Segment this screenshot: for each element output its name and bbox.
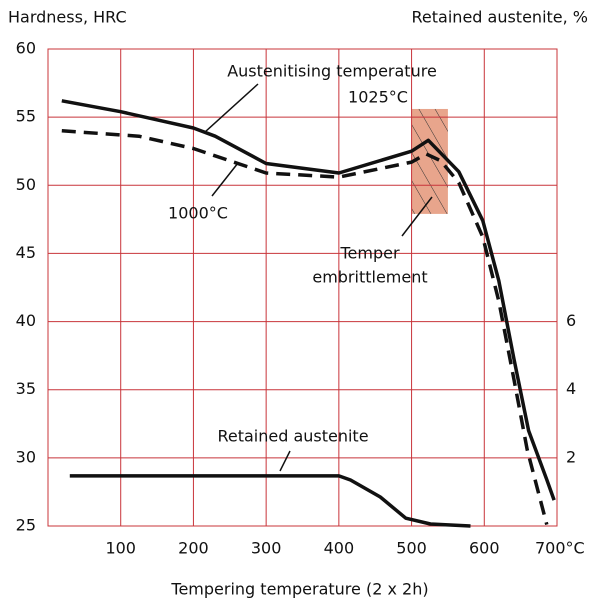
leader-line	[204, 83, 259, 133]
y-tick-label: 55	[16, 107, 36, 126]
annotation: Retained austenite	[217, 427, 368, 446]
x-tick-label: 500	[396, 539, 427, 558]
annotation: embrittlement	[312, 268, 427, 287]
annotation: 1000°C	[168, 204, 228, 223]
y-tick-label: 45	[16, 243, 36, 262]
leader-line	[211, 162, 239, 197]
y-tick-label: 25	[16, 516, 36, 535]
x-tick-label: 200	[178, 539, 209, 558]
y-tick-label: 30	[16, 447, 36, 466]
x-tick-label: 100	[105, 539, 136, 558]
y-tick-label: 60	[16, 39, 36, 58]
y-tick-label: 35	[16, 379, 36, 398]
series-line	[61, 129, 549, 526]
temper-region	[411, 108, 448, 214]
y2-axis-title: Retained austenite, %	[412, 8, 588, 27]
series-line	[69, 474, 471, 528]
x-tick-label: 400	[324, 539, 355, 558]
leader-line	[279, 450, 291, 472]
y-axis-title: Hardness, HRC	[8, 8, 127, 27]
x-tick-label: 300	[251, 539, 282, 558]
y2-tick-label: 2	[566, 447, 576, 466]
leader-line	[401, 196, 433, 237]
y2-tick-label: 4	[566, 379, 576, 398]
x-axis-title: Tempering temperature (2 x 2h)	[170, 580, 428, 599]
plot-frame	[47, 48, 558, 527]
y-tick-label: 50	[16, 175, 36, 194]
y2-tick-label: 6	[566, 311, 576, 330]
y-tick-label: 40	[16, 311, 36, 330]
annotation: 1025°C	[348, 88, 408, 107]
x-tick-label: 700°C	[535, 539, 585, 558]
annotation: Temper	[339, 244, 399, 263]
series-line	[61, 99, 556, 501]
x-tick-label: 600	[469, 539, 500, 558]
annotation: Austenitising temperature	[227, 62, 437, 81]
